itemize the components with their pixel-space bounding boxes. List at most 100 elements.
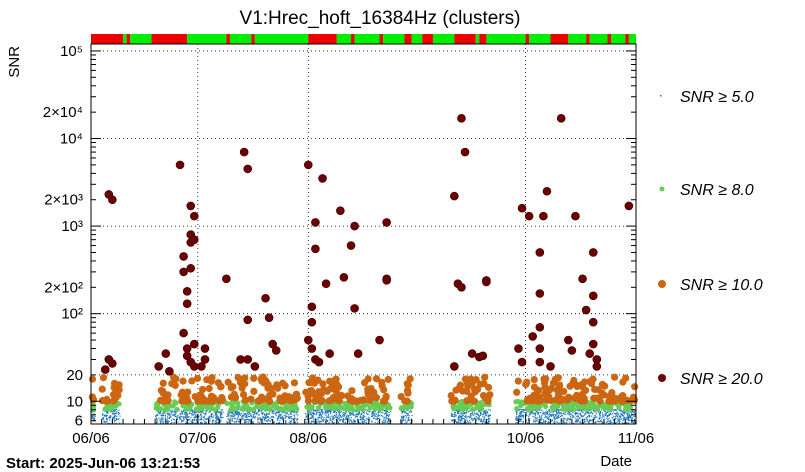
point-snr-5: [522, 409, 525, 411]
point-snr-5: [537, 409, 539, 412]
point-snr-5: [553, 415, 555, 418]
point-snr-5: [593, 416, 596, 419]
point-snr-5: [623, 411, 626, 414]
point-snr-8: [259, 404, 265, 411]
point-snr-5: [291, 413, 293, 415]
point-snr-5: [296, 421, 299, 423]
legend-label: SNR ≥ 5.0: [680, 89, 754, 106]
point-snr-5: [306, 418, 308, 420]
point-snr-5: [462, 417, 464, 419]
point-snr-5: [562, 420, 565, 422]
point-snr-8: [372, 406, 378, 412]
point-snr-5: [600, 409, 602, 411]
point-snr-10: [205, 384, 213, 393]
point-snr-5: [483, 411, 485, 413]
point-snr-10: [481, 373, 489, 381]
point-snr-10: [617, 393, 625, 401]
point-snr-5: [113, 416, 115, 419]
point-snr-5: [390, 411, 392, 413]
point-snr-5: [461, 416, 463, 418]
point-snr-5: [200, 416, 202, 418]
point-snr-20: [567, 346, 577, 355]
point-snr-5: [623, 417, 626, 419]
point-snr-5: [195, 418, 197, 421]
point-snr-5: [483, 413, 485, 415]
point-snr-5: [262, 416, 265, 418]
point-snr-5: [614, 409, 616, 412]
point-snr-20: [243, 355, 253, 364]
point-snr-5: [480, 420, 482, 423]
point-snr-5: [406, 412, 408, 415]
point-snr-5: [516, 418, 518, 420]
point-snr-5: [400, 410, 403, 412]
point-snr-5: [618, 420, 620, 422]
point-snr-5: [344, 422, 347, 424]
point-snr-5: [112, 412, 114, 414]
point-snr-5: [169, 414, 171, 416]
state-segment: [91, 34, 124, 44]
point-snr-5: [454, 412, 456, 414]
point-snr-5: [453, 416, 455, 418]
point-snr-5: [246, 410, 249, 412]
point-snr-5: [191, 411, 194, 413]
point-snr-5: [274, 413, 277, 415]
point-snr-5: [614, 416, 616, 418]
point-snr-5: [457, 420, 459, 423]
point-snr-5: [618, 419, 621, 421]
point-snr-5: [540, 419, 542, 421]
point-snr-5: [519, 415, 521, 417]
point-snr-5: [188, 419, 190, 421]
point-snr-5: [346, 416, 348, 418]
point-snr-5: [272, 409, 274, 411]
point-snr-5: [220, 421, 222, 423]
point-snr-5: [243, 413, 245, 415]
point-snr-5: [321, 411, 323, 413]
point-snr-5: [324, 413, 326, 415]
point-snr-5: [384, 421, 386, 424]
point-snr-8: [174, 406, 180, 412]
point-snr-5: [624, 411, 627, 413]
point-snr-5: [588, 412, 590, 414]
point-snr-5: [455, 422, 458, 424]
point-snr-5: [362, 411, 364, 413]
point-snr-5: [260, 418, 262, 420]
point-snr-5: [155, 415, 157, 417]
point-snr-10: [404, 381, 412, 389]
point-snr-5: [156, 419, 159, 421]
point-snr-5: [256, 412, 258, 414]
point-snr-10: [207, 377, 215, 385]
point-snr-5: [631, 410, 633, 412]
point-snr-5: [376, 416, 378, 418]
point-snr-5: [283, 414, 285, 417]
point-snr-5: [482, 419, 485, 421]
point-snr-8: [576, 404, 582, 410]
point-snr-5: [548, 422, 550, 424]
point-snr-5: [519, 413, 521, 415]
point-snr-5: [217, 416, 219, 418]
point-snr-5: [231, 418, 233, 420]
point-snr-10: [372, 375, 381, 383]
point-snr-5: [628, 412, 630, 414]
point-snr-5: [373, 417, 375, 419]
point-snr-5: [175, 411, 178, 413]
point-snr-5: [487, 421, 490, 423]
point-snr-5: [160, 417, 162, 419]
point-snr-5: [519, 420, 521, 423]
point-snr-5: [189, 418, 191, 420]
point-snr-5: [598, 418, 600, 420]
point-snr-5: [114, 412, 116, 415]
point-snr-5: [343, 414, 345, 416]
point-snr-5: [336, 417, 339, 419]
point-snr-5: [210, 415, 213, 418]
point-snr-5: [522, 417, 524, 419]
point-snr-5: [522, 420, 524, 423]
point-snr-5: [627, 413, 629, 415]
point-snr-5: [588, 422, 590, 424]
point-snr-5: [160, 422, 162, 425]
point-snr-5: [204, 420, 206, 423]
point-snr-5: [238, 412, 240, 414]
point-snr-5: [260, 410, 262, 413]
point-snr-5: [363, 422, 365, 424]
point-snr-5: [614, 412, 616, 415]
point-snr-10: [209, 393, 217, 401]
